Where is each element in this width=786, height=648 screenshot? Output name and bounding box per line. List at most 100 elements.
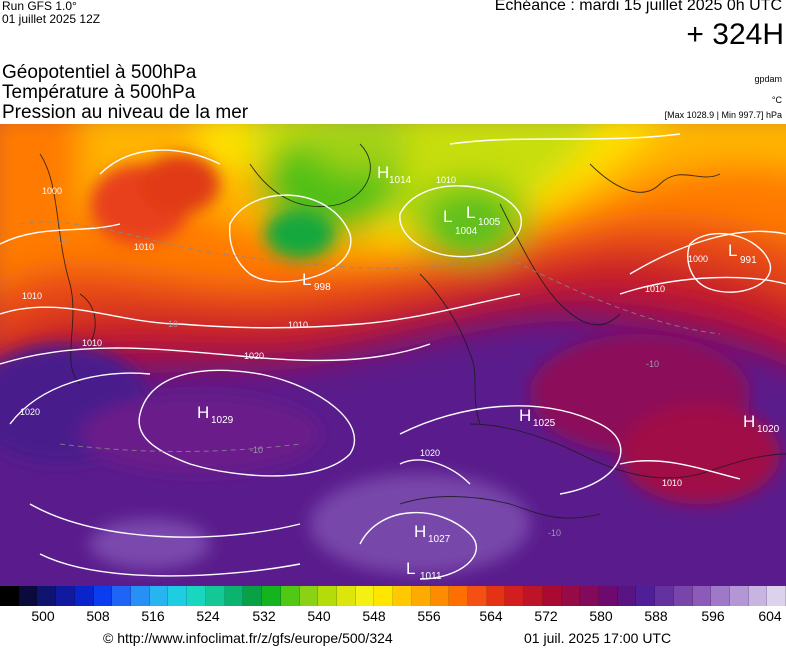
weather-map: H 1014 L 1004 L 1005 L 998 L 991 H 1029 …: [0, 124, 786, 586]
pressure-center-value: 1029: [211, 415, 234, 426]
scale-tick-label: 508: [86, 608, 110, 624]
color-swatch: [131, 586, 150, 606]
color-swatch: [655, 586, 674, 606]
pressure-center-type: H: [197, 403, 209, 422]
pressure-center-value: 1004: [455, 226, 478, 237]
color-swatch: [187, 586, 206, 606]
color-swatch: [393, 586, 412, 606]
pressure-center-value: 1014: [389, 175, 412, 186]
pressure-center-type: L: [302, 270, 311, 289]
color-swatch: [74, 586, 94, 606]
color-swatch: [224, 586, 244, 606]
geopotential-field: [0, 124, 786, 586]
scale-tick-label: 580: [589, 608, 613, 624]
pressure-center-value: 1020: [757, 424, 780, 435]
pressure-center-labels: H 1014 L 1004 L 1005 L 998 L 991 H 1029 …: [197, 163, 780, 582]
color-swatch: [711, 586, 731, 606]
temperature-label: -10: [250, 445, 263, 455]
color-swatch: [0, 586, 19, 606]
model-run-date: 01 juillet 2025 12Z: [2, 12, 101, 26]
color-swatch: [748, 586, 768, 606]
pressure-center-value: 1025: [533, 418, 556, 429]
scale-tick-label: 564: [479, 608, 503, 624]
color-swatch: [37, 586, 57, 606]
isobar-label: 1010: [22, 291, 42, 301]
model-run-label: Run GFS 1.0°: [2, 0, 77, 13]
color-swatch: [430, 586, 450, 606]
pressure-center-type: H: [743, 412, 755, 431]
color-swatch: [374, 586, 394, 606]
pressure-center-value: 1027: [428, 534, 451, 545]
color-swatch: [524, 586, 543, 606]
generated-time: 01 juil. 2025 17:00 UTC: [524, 630, 672, 646]
scale-tick-label: 532: [252, 608, 276, 624]
color-swatch: [318, 586, 337, 606]
color-swatch: [112, 586, 132, 606]
color-swatch: [168, 586, 188, 606]
lead-time: + 324H: [686, 18, 784, 51]
pressure-center-type: L: [443, 207, 452, 226]
color-scale-ticks: 500 508 516 524 532 540 548 556 564 572 580 588 596 6…: [0, 608, 786, 628]
scale-tick-label: 604: [758, 608, 782, 624]
unit-pressure: [Max 1028.9 | Min 997.7] hPa: [664, 110, 782, 120]
isobar-labels: 1000 1010 1010 1010 1010 1020 1020 1020 …: [20, 175, 708, 488]
pressure-center-value: 998: [314, 282, 331, 293]
color-swatch: [149, 586, 169, 606]
unit-geopotential: gpdam: [754, 74, 782, 84]
color-swatch: [580, 586, 599, 606]
temperature-labels: -10 -10 -10 -10 -10 -10: [54, 236, 659, 538]
isobars: [0, 133, 786, 580]
temperature-label: -10: [54, 236, 67, 246]
color-swatch: [767, 586, 786, 606]
color-swatch: [505, 586, 525, 606]
source-url: © http://www.infoclimat.fr/z/gfs/europe/…: [103, 630, 393, 646]
isobar-label: 1010: [645, 284, 665, 294]
scale-tick-label: 596: [701, 608, 725, 624]
temperature-label: -10: [646, 359, 659, 369]
unit-temperature: °C: [771, 95, 782, 105]
scale-tick-label: 556: [417, 608, 441, 624]
color-swatch: [542, 586, 562, 606]
variable-temperature: Température à 500hPa: [2, 82, 196, 103]
color-swatch: [599, 586, 618, 606]
isobar-label: 1010: [288, 320, 308, 330]
color-swatch: [280, 586, 300, 606]
color-swatch: [486, 586, 506, 606]
temperature-label: -10: [470, 246, 483, 256]
color-swatch: [205, 586, 225, 606]
pressure-center-type: H: [414, 522, 426, 541]
pressure-center-type: L: [466, 203, 475, 222]
color-swatch: [730, 586, 749, 606]
color-swatch: [18, 586, 38, 606]
pressure-center-type: L: [406, 559, 415, 578]
isobar-label: 1020: [420, 448, 440, 458]
color-swatch: [56, 586, 75, 606]
scale-tick-label: 540: [307, 608, 331, 624]
isobar-label: 1010: [134, 242, 154, 252]
valid-time: Echéance : mardi 15 juillet 2025 0h UTC: [494, 0, 782, 14]
temperature-label: -10: [548, 528, 561, 538]
scale-tick-label: 572: [534, 608, 558, 624]
pressure-center-value: 991: [740, 255, 757, 266]
color-swatch: [617, 586, 637, 606]
scale-tick-label: 548: [362, 608, 386, 624]
color-swatch: [262, 586, 281, 606]
isobar-label: 1010: [82, 338, 102, 348]
pressure-center-type: H: [377, 163, 389, 182]
color-swatch: [336, 586, 356, 606]
color-swatch: [299, 586, 319, 606]
isobar-label: 1010: [662, 478, 682, 488]
isobar-label: 1020: [20, 407, 40, 417]
color-swatch: [411, 586, 431, 606]
color-swatch: [561, 586, 581, 606]
scale-tick-label: 588: [644, 608, 668, 624]
color-swatch: [636, 586, 656, 606]
isobar-label: 1010: [436, 175, 456, 185]
pressure-center-type: L: [728, 241, 737, 260]
temperature-isotherms: [19, 221, 721, 452]
scale-tick-label: 500: [31, 608, 55, 624]
variable-geopotential: Géopotentiel à 500hPa: [2, 62, 197, 83]
color-swatch: [93, 586, 113, 606]
variable-pressure: Pression au niveau de la mer: [2, 102, 249, 123]
